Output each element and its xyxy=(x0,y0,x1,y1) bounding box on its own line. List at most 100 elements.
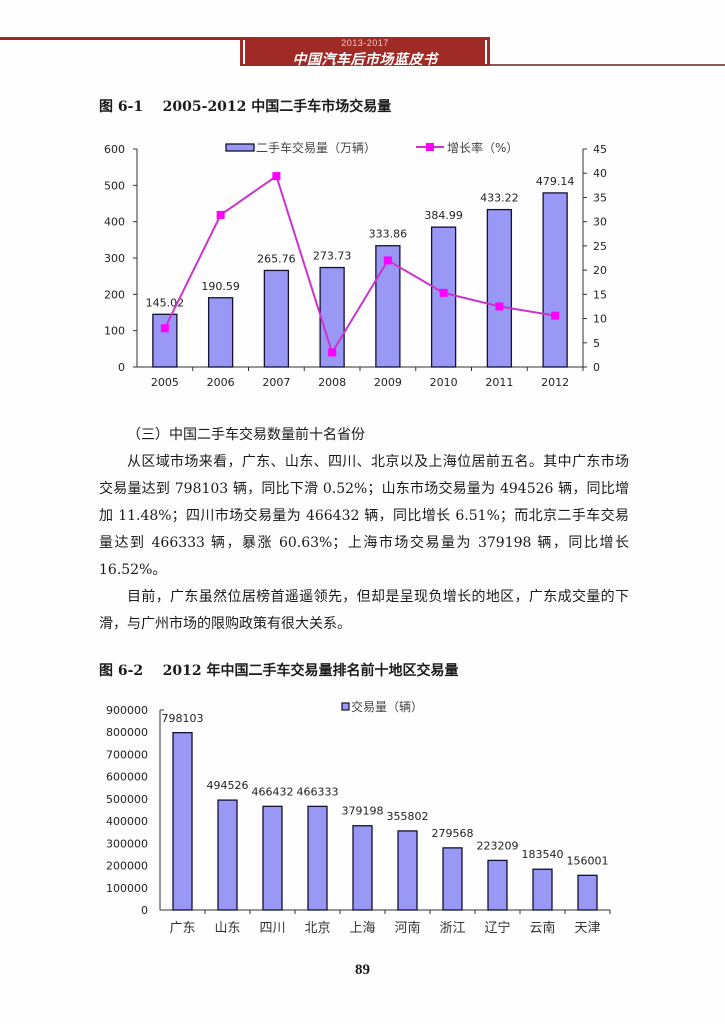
bar-volume xyxy=(207,297,234,368)
left-axis-tick-label: 400 xyxy=(104,216,125,229)
growth-rate-marker xyxy=(216,210,225,219)
legend-growth-label: 增长率（%） xyxy=(447,140,518,155)
growth-rate-marker xyxy=(160,324,169,333)
section-body: （三）中国二手车交易数量前十名省份 从区域市场来看，广东、山东、四川、北京以及上… xyxy=(99,422,629,638)
bar-value-label: 145.02 xyxy=(146,296,185,309)
right-axis-tick-label: 0 xyxy=(593,361,600,374)
right-axis-tick-label: 10 xyxy=(593,313,607,326)
right-axis-tick-label: 25 xyxy=(593,240,607,253)
left-axis-tick-label: 500 xyxy=(104,179,125,192)
x-axis-region-label: 上海 xyxy=(349,921,375,936)
section-heading: （三）中国二手车交易数量前十名省份 xyxy=(127,427,365,443)
left-axis-tick-label: 200 xyxy=(104,288,125,301)
bar-value-label: 479.14 xyxy=(536,175,575,188)
x-axis-year-label: 2011 xyxy=(485,376,513,389)
y-axis-tick-label: 600000 xyxy=(106,771,148,784)
y-axis-tick-label: 100000 xyxy=(106,882,148,895)
right-axis-tick-label: 15 xyxy=(593,288,607,301)
left-axis-tick-label: 300 xyxy=(104,252,125,265)
growth-rate-line xyxy=(163,174,556,355)
x-axis-year-label: 2009 xyxy=(374,376,402,389)
header-banner-bar-left xyxy=(243,40,245,64)
bar-value-label: 156001 xyxy=(567,854,609,867)
left-axis-tick-label: 0 xyxy=(118,361,125,374)
left-axis-tick-label: 100 xyxy=(104,325,125,338)
paragraph-guangdong-analysis: 目前，广东虽然位居榜首遥遥领先，但却是呈现负增长的地区，广东成交量的下滑，与广州… xyxy=(99,589,629,632)
bar-volume xyxy=(430,226,457,368)
x-axis-year-label: 2005 xyxy=(151,376,179,389)
x-axis-year-label: 2007 xyxy=(262,376,290,389)
header-book-title: 中国汽车后市场蓝皮书 xyxy=(292,52,438,68)
y-axis-tick-label: 200000 xyxy=(106,860,148,873)
bar-region-volume xyxy=(532,868,553,911)
legend-volume-label: 二手车交易量（万辆） xyxy=(256,140,376,155)
bar-volume xyxy=(486,208,513,368)
bar-value-label: 223209 xyxy=(477,839,519,852)
y-axis-tick-label: 500000 xyxy=(106,793,148,806)
y-axis-tick-label: 400000 xyxy=(106,815,148,828)
growth-rate-marker xyxy=(272,172,281,181)
legend-bar-swatch xyxy=(225,143,255,152)
bar-volume xyxy=(375,245,401,368)
growth-rate-marker xyxy=(551,311,560,320)
bar-region-volume xyxy=(262,805,283,911)
bar-value-label: 466432 xyxy=(252,785,294,798)
bar-value-label: 279568 xyxy=(432,827,474,840)
bar-value-label: 190.59 xyxy=(201,280,240,293)
legend-volume-label: 交易量（辆） xyxy=(351,699,423,714)
header-rule-right xyxy=(490,64,725,66)
legend-line-marker xyxy=(426,143,434,151)
figure1-title: 图 6-1 2005-2012 中国二手车市场交易量 xyxy=(99,99,392,115)
right-axis-tick-label: 5 xyxy=(593,337,600,350)
bar-region-volume xyxy=(172,731,193,911)
paragraph-regional-ranking: 从区域市场来看，广东、山东、四川、北京以及上海位居前五名。其中广东市场交易量达到… xyxy=(99,454,629,578)
growth-rate-marker xyxy=(383,256,392,265)
bar-volume xyxy=(152,313,178,368)
right-axis-tick-label: 35 xyxy=(593,191,607,204)
y-axis-tick-label: 700000 xyxy=(106,748,148,761)
x-axis-region-label: 辽宁 xyxy=(484,920,510,936)
bar-value-label: 433.22 xyxy=(480,192,519,205)
bar-value-label: 183540 xyxy=(522,848,564,861)
x-axis-year-label: 2010 xyxy=(430,376,458,389)
x-axis-year-label: 2008 xyxy=(318,376,346,389)
x-axis-region-label: 北京 xyxy=(304,921,330,936)
bar-value-label: 273.73 xyxy=(313,250,352,263)
x-axis-region-label: 河南 xyxy=(394,920,420,936)
y-axis-tick-label: 0 xyxy=(141,904,148,917)
x-axis-region-label: 四川 xyxy=(259,921,285,936)
bar-region-volume xyxy=(442,847,463,911)
growth-rate-marker xyxy=(328,348,337,357)
bar-volume xyxy=(263,269,290,368)
right-axis-tick-label: 30 xyxy=(593,216,607,229)
header-banner: 2013-2017 中国汽车后市场蓝皮书 xyxy=(240,37,490,68)
growth-rate-marker xyxy=(439,288,448,297)
bar-value-label: 466333 xyxy=(297,785,339,798)
bar-region-volume xyxy=(397,830,418,911)
bar-value-label: 333.86 xyxy=(369,228,408,241)
figure2-title: 图 6-2 2012 年中国二手车交易量排名前十地区交易量 xyxy=(99,663,459,679)
right-axis-tick-label: 20 xyxy=(593,264,607,277)
bar-value-label: 265.76 xyxy=(257,252,296,265)
bar-value-label: 379198 xyxy=(342,805,384,818)
bar-volume xyxy=(542,192,568,368)
y-axis-tick-label: 900000 xyxy=(106,704,148,717)
bar-region-volume xyxy=(487,859,508,911)
bar-region-volume xyxy=(307,805,328,911)
x-axis-region-label: 广东 xyxy=(169,921,195,936)
bar-region-volume xyxy=(217,799,238,911)
bar-value-label: 494526 xyxy=(207,779,249,792)
figure2-chart: 0 100000 200000 300000 400000 500000 600000 700… xyxy=(106,699,611,936)
y-axis-tick-label: 800000 xyxy=(106,726,148,739)
header-rule-left xyxy=(0,37,243,40)
bar-region-volume xyxy=(352,825,373,911)
right-axis-tick-label: 40 xyxy=(593,167,607,180)
header-year-range: 2013-2017 xyxy=(341,38,389,48)
legend-bar-swatch xyxy=(341,702,350,711)
bar-value-label: 355802 xyxy=(387,810,429,823)
x-axis-region-label: 云南 xyxy=(529,920,555,936)
bar-value-label: 384.99 xyxy=(424,209,463,222)
header-banner-bar-right xyxy=(485,40,487,64)
bar-region-volume xyxy=(577,874,598,911)
page-number: 89 xyxy=(355,962,370,978)
